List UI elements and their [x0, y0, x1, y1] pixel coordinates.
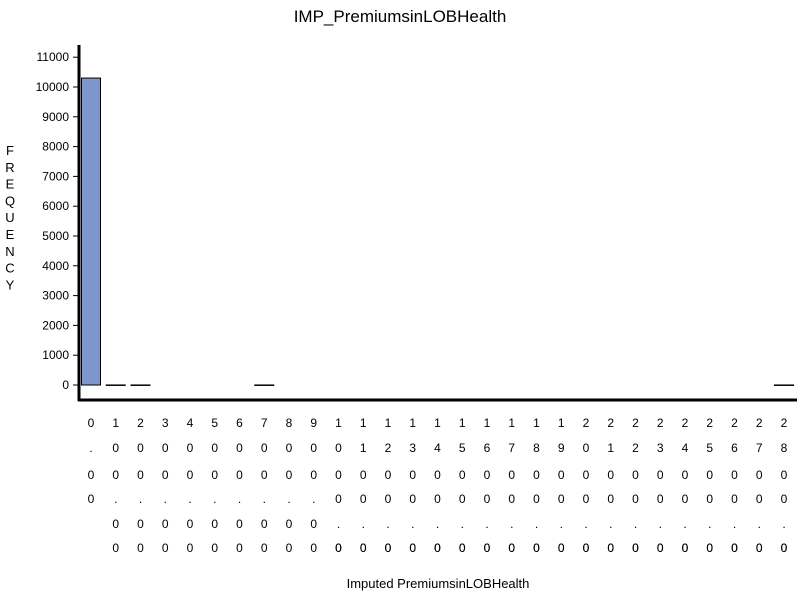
- y-axis-label-char: N: [5, 244, 14, 259]
- x-tick-label: 2 7 0 0. 00: [756, 416, 763, 555]
- x-tick-label: 1 2 0 0. 00: [385, 416, 392, 555]
- x-tick-label: 2 5 0 0. 00: [706, 416, 713, 555]
- y-axis-ticks: 0 1000 2000 3000 4000 5000 6000 7000 8000 9000 100…: [36, 50, 79, 392]
- x-tick-label: 1 0 0 0. 00: [335, 416, 342, 555]
- x-tick-label: 1 4 0 0. 00: [434, 416, 441, 555]
- x-tick-label: 1 9 0 0. 00: [558, 416, 565, 555]
- y-axis-label-char: R: [5, 160, 14, 175]
- y-tick-label: 2000: [42, 318, 69, 332]
- histogram-bar: [81, 77, 101, 386]
- x-tick-label: 2 6 0 0. 00: [731, 416, 738, 555]
- x-tick-label: 2 2 0 0. 00: [632, 416, 639, 555]
- y-tick-label: 3000: [42, 289, 69, 303]
- x-tick-label: 1 6 0 0. 00: [484, 416, 491, 555]
- y-tick-label: 6000: [42, 199, 69, 213]
- x-tick-label: 2 1 0 0. 00: [607, 416, 614, 555]
- y-axis-label-char: Q: [5, 193, 15, 208]
- y-axis-label-char: E: [6, 177, 15, 192]
- y-tick-label: 8000: [42, 140, 69, 154]
- y-tick-label: 10000: [36, 80, 70, 94]
- x-axis-label: Imputed PremiumsinLOBHealth: [347, 576, 530, 591]
- histogram-bar: [254, 384, 275, 386]
- bars: [81, 77, 794, 386]
- y-axis-label-char: F: [6, 143, 14, 158]
- x-tick-label: 1 7 0 0. 00: [508, 416, 515, 555]
- x-tick-label: 2 3 0 0. 00: [657, 416, 664, 555]
- x-tick-label: 1 8 0 0. 00: [533, 416, 540, 555]
- y-axis-label-char: Y: [6, 277, 15, 292]
- y-tick-label: 5000: [42, 229, 69, 243]
- x-axis-ticks: 0. 0 0 1 0 0. 0 0 2 0 0. 0 0 3 0 0. 0 0 4 0 0. 0 0 5 0 0. 0 0 6 0 0. 0 0…: [88, 416, 788, 555]
- histogram-bar: [105, 384, 126, 386]
- x-tick-label: 1 3 0 0. 00: [409, 416, 416, 555]
- x-tick-label: 2 0 0 0. 00: [583, 416, 590, 555]
- y-tick-label: 4000: [42, 259, 69, 273]
- x-tick-label: 2 8 0 0. 00: [781, 416, 788, 555]
- y-tick-label: 9000: [42, 110, 69, 124]
- histogram-bar: [130, 384, 151, 386]
- y-tick-label: 11000: [37, 50, 70, 64]
- x-tick-label: 1 5 0 0. 00: [459, 416, 466, 555]
- chart-title: IMP_PremiumsinLOBHealth: [294, 7, 507, 26]
- y-tick-label: 0: [62, 378, 69, 392]
- y-axis-label-char: C: [5, 261, 14, 276]
- x-tick-label: 2 4 0 0. 00: [682, 416, 689, 555]
- y-axis-label-char: E: [6, 227, 15, 242]
- histogram-bar: [774, 384, 794, 386]
- y-tick-label: 7000: [42, 169, 69, 183]
- y-axis-label-char: U: [5, 210, 14, 225]
- x-tick-label: 1 1 0 0. 00: [360, 416, 367, 555]
- y-tick-label: 1000: [42, 348, 69, 362]
